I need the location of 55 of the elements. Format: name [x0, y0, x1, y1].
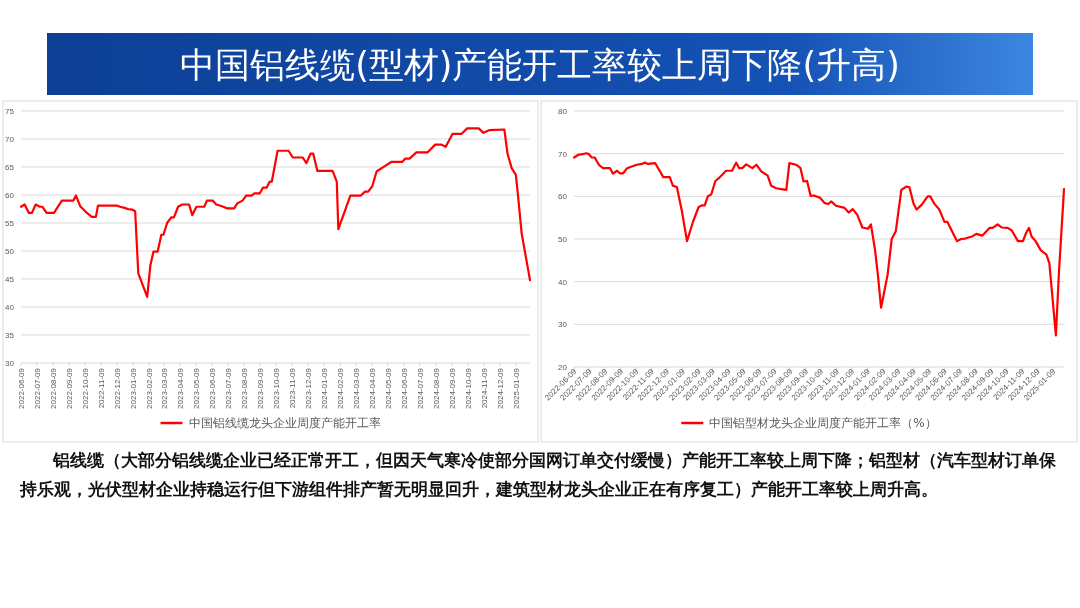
- x-tick-label: 2024-10-09: [463, 367, 473, 409]
- x-tick-label: 2022-10-09: [80, 367, 90, 409]
- x-tick-label: 2024-12-09: [495, 367, 505, 409]
- x-tick-label: 2023-10-09: [272, 367, 282, 409]
- y-tick-label: 60: [5, 191, 15, 200]
- x-tick-label: 2024-09-09: [447, 367, 457, 409]
- x-tick-label: 2024-11-09: [479, 367, 489, 409]
- x-tick-label: 2024-02-09: [336, 367, 346, 409]
- y-tick-label: 20: [558, 363, 568, 372]
- x-tick-label: 2023-06-09: [208, 367, 218, 409]
- y-tick-label: 50: [5, 247, 15, 256]
- x-tick-label: 2024-04-09: [367, 367, 377, 409]
- y-tick-label: 80: [558, 107, 568, 116]
- x-tick-label: 2024-08-09: [431, 367, 441, 409]
- x-tick-label: 2024-07-09: [415, 367, 425, 409]
- y-tick-label: 30: [5, 359, 15, 368]
- y-tick-label: 60: [558, 192, 568, 202]
- x-tick-label: 2023-08-09: [240, 367, 250, 409]
- line-series: [572, 152, 1066, 337]
- x-tick-label: 2025-01-09: [511, 367, 521, 409]
- x-tick-label: 2023-03-09: [159, 367, 169, 409]
- x-tick-label: 2022-07-09: [32, 367, 42, 409]
- x-tick-label: 2022-09-09: [65, 367, 75, 409]
- x-tick-label: 2023-04-09: [176, 367, 186, 409]
- y-tick-label: 70: [5, 135, 15, 144]
- x-tick-label: 2023-12-09: [303, 367, 313, 409]
- x-tick-label: 2024-06-09: [399, 367, 409, 409]
- y-tick-label: 35: [5, 331, 15, 340]
- y-tick-label: 75: [5, 107, 15, 116]
- x-tick-label: 2023-01-09: [129, 367, 139, 409]
- y-tick-label: 40: [558, 277, 568, 287]
- legend-label: 中国铝线缆龙头企业周度产能开工率: [188, 416, 381, 430]
- y-tick-label: 30: [558, 320, 568, 330]
- x-tick-label: 2023-09-09: [256, 367, 266, 409]
- y-tick-label: 45: [5, 275, 15, 284]
- line-series: [19, 127, 532, 299]
- x-tick-label: 2023-07-09: [223, 367, 233, 409]
- x-tick-label: 2023-05-09: [191, 367, 201, 409]
- x-tick-label: 2022-12-09: [112, 367, 122, 409]
- x-tick-label: 2024-05-09: [383, 367, 393, 409]
- y-tick-label: 70: [558, 149, 568, 159]
- y-tick-label: 65: [5, 163, 15, 172]
- x-tick-label: 2023-11-09: [288, 367, 298, 409]
- x-tick-label: 2024-01-09: [320, 367, 330, 409]
- y-tick-label: 50: [558, 235, 568, 244]
- x-tick-label: 2022-11-09: [97, 367, 107, 409]
- legend-label: 中国铝型材龙头企业周度产能开工率（%）: [709, 416, 937, 430]
- y-tick-label: 40: [5, 303, 15, 312]
- x-tick-label: 2022-06-09: [17, 367, 26, 409]
- x-tick-label: 2024-03-09: [351, 367, 361, 409]
- text: 铝线缆（大部分铝线缆企业已经正常开工，但因天气寒冷使部分国网订单交付缓慢）产能开工率较上周下降；铝型材（汽车型材订单保持乐观，光伏型材企业持稳运行但下游组件排产暂无明显回升，建筑型材龙头企业正在有序复工）产能开工率较上周升高。: [20, 450, 1057, 501]
- x-tick-label: 2022-08-09: [48, 367, 58, 409]
- text: 中国铝线缆(型材)产能开工率较上周下降(升高): [180, 45, 900, 85]
- y-tick-label: 55: [5, 219, 15, 228]
- x-tick-label: 2023-02-09: [145, 367, 155, 409]
